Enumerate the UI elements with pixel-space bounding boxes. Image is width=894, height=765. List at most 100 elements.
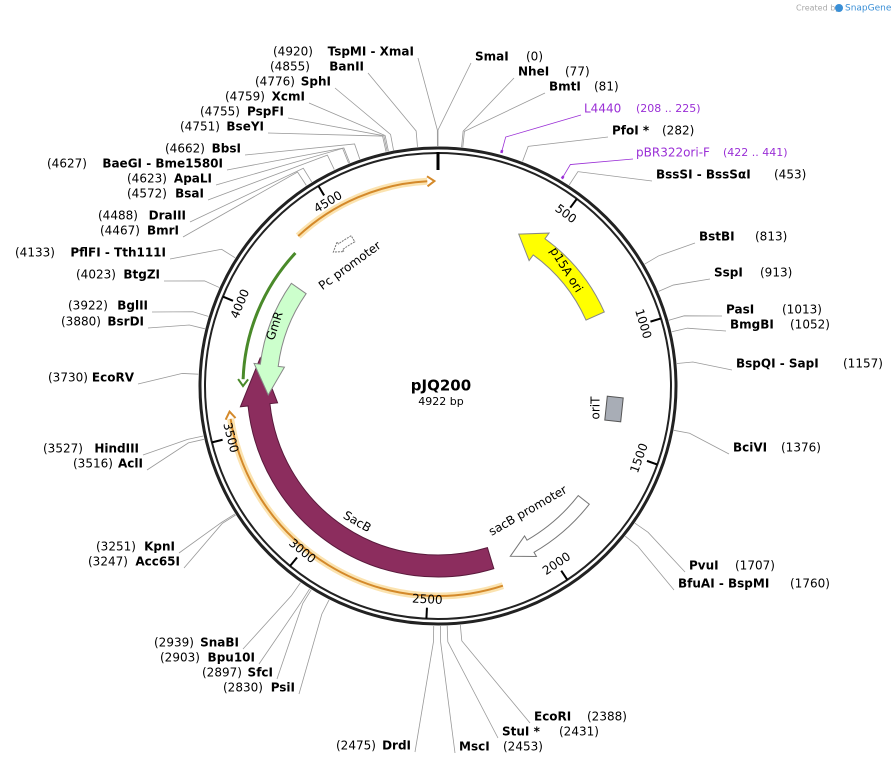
site-position: (4572)	[127, 187, 167, 201]
primer-leader	[562, 158, 634, 178]
ruler-label: 3000	[286, 536, 318, 566]
site-leader	[142, 435, 204, 456]
site-leader	[308, 102, 389, 152]
site-position: (77)	[565, 65, 590, 79]
site-name: HindIII	[94, 442, 139, 456]
site-leader	[437, 62, 472, 146]
site-position: (4488)	[98, 209, 138, 223]
site-name: ApaLI	[174, 172, 212, 186]
site-name: Bpu10I	[208, 651, 255, 665]
site-position: (2897)	[202, 666, 242, 680]
ruler-label: 1000	[632, 307, 654, 340]
arc-head	[237, 378, 249, 388]
site-name: SnaBI	[200, 636, 239, 650]
site-position: (2475)	[336, 739, 376, 753]
site-name: PflFI - Tth111I	[70, 246, 166, 260]
site-name: PfoI *	[612, 124, 650, 138]
plasmid-name: pJQ200	[411, 377, 471, 395]
ruler-label: 3500	[220, 421, 241, 454]
credit: Created by	[796, 4, 840, 13]
site-leader	[414, 625, 435, 753]
site-leader	[183, 514, 236, 569]
site-leader	[276, 589, 312, 680]
site-position: (813)	[755, 230, 787, 244]
arc-line	[241, 251, 297, 380]
site-name: DrdI	[382, 739, 411, 753]
site-name: PspFI	[247, 105, 284, 119]
feature-label: oriT	[589, 396, 603, 420]
site-leader	[673, 429, 730, 455]
site-leader	[147, 324, 206, 330]
site-position: (3527)	[43, 442, 83, 456]
site-leader	[446, 625, 499, 739]
site-leader	[568, 171, 653, 186]
site-position: (4920)	[273, 45, 313, 59]
site-position: (3880)	[61, 315, 101, 329]
logo	[835, 4, 843, 12]
site-leader	[244, 143, 361, 160]
ruler-label: 1500	[627, 441, 650, 474]
site-position: (4776)	[255, 75, 295, 89]
site-position: (1013)	[782, 303, 822, 317]
site-position: (2903)	[160, 651, 200, 665]
backbone-outer	[198, 146, 678, 626]
site-leader	[242, 582, 301, 650]
site-name: XcmI	[272, 90, 305, 104]
site-position: (4133)	[15, 246, 55, 260]
site-leader	[417, 57, 438, 147]
site-position: (282)	[662, 124, 694, 138]
site-name: SspI	[714, 266, 743, 280]
ruler-tick	[211, 438, 223, 444]
site-position: (2453)	[503, 740, 543, 754]
site-position: (1052)	[790, 318, 830, 332]
feature-sacb-promoter	[509, 494, 590, 558]
site-position: (453)	[774, 168, 806, 182]
feature-p15a-ori	[518, 232, 605, 321]
site-leader	[163, 280, 220, 288]
arc-line	[297, 180, 428, 237]
site-position: (81)	[594, 80, 619, 94]
site-leader	[169, 248, 236, 260]
ruler-tick	[569, 198, 578, 209]
site-leader	[146, 438, 205, 471]
header: Created by SnapGene	[796, 4, 892, 14]
site-leader	[226, 147, 351, 171]
ruler-tick	[425, 607, 428, 619]
site-name: SmaI	[475, 50, 509, 64]
site-leader	[267, 132, 387, 152]
site-position: (4023)	[76, 268, 116, 282]
site-leader	[207, 154, 335, 201]
site-position: (4467)	[100, 224, 140, 238]
site-leader	[459, 624, 531, 724]
site-position: (4623)	[127, 172, 167, 186]
ruler-label: 2000	[540, 549, 573, 578]
site-name: PsiI	[271, 681, 295, 695]
ruler-label: 500	[552, 201, 579, 226]
primer-mark	[560, 175, 565, 180]
ruler-label: 4000	[228, 287, 253, 321]
site-leader	[258, 588, 310, 665]
site-name: BstBI	[699, 230, 735, 244]
site-name: EcoRI	[534, 710, 571, 724]
site-position: (4855)	[270, 60, 310, 74]
primer-name: pBR322ori-F	[636, 146, 710, 160]
arc-head	[426, 175, 437, 188]
site-name: BaeGI - Bme1580I	[102, 157, 223, 171]
site-leader	[624, 535, 675, 591]
primer-mark	[500, 149, 504, 154]
site-name: EcoRV	[92, 371, 135, 385]
site-name: KpnI	[144, 540, 175, 554]
site-name: PasI	[726, 303, 754, 317]
site-name: NheI	[518, 65, 549, 79]
ruler-tick	[646, 459, 658, 466]
site-name: BglII	[117, 299, 148, 313]
primer-leader	[501, 114, 582, 152]
site-position: (0)	[526, 50, 543, 64]
site-position: (4759)	[225, 90, 265, 104]
site-name: PvuI	[689, 559, 719, 573]
site-leader	[676, 361, 733, 371]
site-position: (1157)	[843, 357, 883, 371]
site-leader	[462, 92, 546, 148]
site-name: BseYI	[226, 120, 264, 134]
site-leader	[298, 599, 330, 695]
